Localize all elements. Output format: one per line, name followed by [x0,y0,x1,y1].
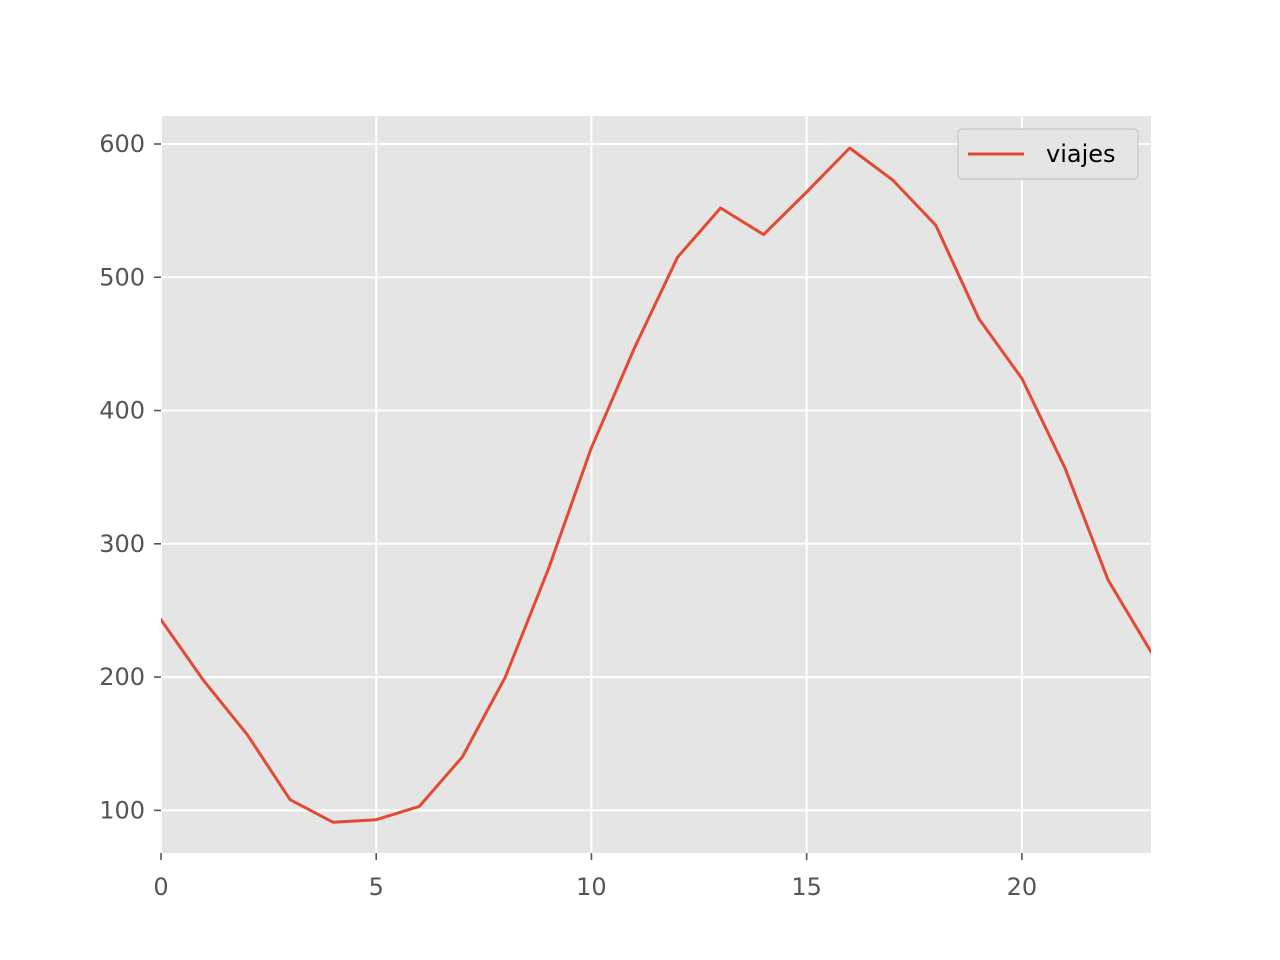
x-tick-label: 20 [1007,873,1038,901]
series-line-viajes [161,146,1151,824]
x-tick-label: 10 [576,873,607,901]
y-tick-label: 100 [99,796,145,824]
plot-area-background [161,116,1151,853]
grid-lines [160,116,1151,853]
y-tick-label: 600 [99,130,145,158]
legend-label: viajes [1046,140,1116,168]
x-tick-label: 15 [791,873,822,901]
axis-ticks: 0 5 10 15 20 100 200 300 400 500 600 [99,130,1037,901]
y-tick-label: 500 [99,263,145,291]
legend: viajes [957,128,1139,180]
x-tick-label: 0 [153,873,168,901]
y-tick-label: 400 [99,397,145,425]
x-tick-label: 5 [369,873,384,901]
y-tick-label: 300 [99,530,145,558]
y-tick-label: 200 [99,663,145,691]
legend-box [957,128,1139,180]
series-lines [161,146,1151,824]
